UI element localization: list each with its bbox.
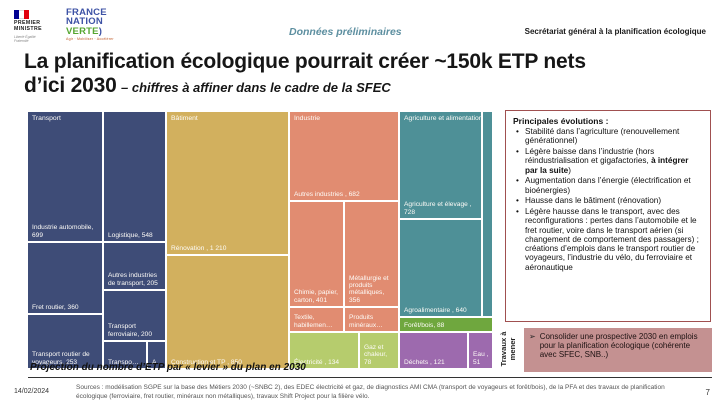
treemap-cell: Textile, habillemen… [290,308,343,331]
secretariat-label: Secrétariat général à la planification é… [524,27,706,36]
treemap-cell-label: Textile, habillemen… [294,314,333,329]
treemap-cell-label: Chimie, papier, carton, 401 [294,289,338,304]
treemap-cell: Autres industries de transport, 205 [104,243,165,289]
sources-note: Sources : modélisation SGPE sur la base … [76,384,665,401]
treemap-cell: Transport routier de voyageurs, 253 [28,315,102,368]
treemap-cell: Industrie Autres industries , 682 [290,112,398,200]
evolutions-panel-title: Principales évolutions : [513,116,609,126]
treemap-cell: Eau , 51 [469,333,492,368]
treemap-cell: Agriculture et alimentation Agriculture e… [400,112,483,218]
treemap-cell: Construction et TP , 850 [167,256,288,368]
evolution-bullet: Légère baisse dans l’industrie (hors réi… [513,147,703,175]
travaux-a-mener-box: ➢ Consolider une prospective 2030 en emp… [524,328,712,372]
treemap-cell-label: Gaz et chaleur, 78 [364,343,388,366]
title-line-2: d’ici 2030 [24,73,117,97]
treemap-sector-header: Agriculture et alimentation [404,115,483,122]
footer-divider [28,377,712,378]
gov-logo-title: PREMIER MINISTRE [14,20,42,32]
gouvernement-logo: PREMIER MINISTRE Liberté Égalité Fratern… [14,10,60,44]
treemap-cell-label: Industrie automobile, 699 [32,224,94,239]
treemap-cell-label: Forêt/bois, 88 [404,321,445,329]
treemap-cell-label: Produits minéraux… [349,314,383,329]
treemap-cell: Logistique, 548 [104,112,165,241]
treemap-cell-label: A… [152,358,163,366]
travaux-text: Consolider une prospective 2030 en emplo… [539,332,698,360]
treemap-cell: Produits minéraux… [345,308,398,331]
treemap-cell-label: Transport ferroviaire, 200 [108,323,152,338]
treemap-cell: Gaz et chaleur, 78 [360,333,398,368]
arrow-bullet-icon: ➢ [529,332,536,341]
treemap-cell-label: Métallurgie et produits métalliques, 356 [349,274,389,304]
page-title: La planification écologique pourrait cré… [24,50,704,97]
treemap-cell: Électricité , 134 [290,333,358,368]
treemap-cell-label: Eau , 51 [473,351,489,366]
treemap-cell-label: Électricité , 134 [294,358,340,366]
fnv-line-3: VERTE) [66,25,103,37]
treemap-cell-label: Agroalimentaire , 640 [404,306,467,314]
preliminary-data-note: Données préliminaires [289,26,402,38]
treemap-cell: Chimie, papier, carton, 401 [290,202,343,306]
treemap-sector-header: Industrie [294,115,321,122]
treemap-cell-label: Fret routier, 360 [32,303,79,311]
key-evolutions-panel: Principales évolutions : Stabilité dans … [505,110,711,322]
fnv-tagline: Agir · Mobiliser · Accélérer [66,36,114,41]
evolution-bullet: Stabilité dans l’agriculture (renouvelle… [513,127,703,146]
treemap-cell-label: Agriculture et élevage , 728 [404,201,472,216]
evolution-bullet: Légère hausse dans le transport, avec de… [513,207,703,272]
treemap-cell-label: Rénovation , 1 210 [171,244,227,252]
treemap-cell: Fret routier, 360 [28,243,102,313]
treemap-cell-label: Autres industries de transport, 205 [108,272,158,287]
treemap-cell: Métallurgie et produits métalliques, 356 [345,202,398,306]
france-nation-verte-logo: FRANCE NATION VERTE) Agir · Mobiliser · … [66,8,114,41]
treemap-cell: Déchets , 121 [400,333,467,368]
treemap-cell-label: Autres industries , 682 [294,190,360,198]
chart-caption: Projection du nombre d’ETP par « levier … [30,362,306,373]
treemap-cell: Bâtiment Rénovation , 1 210 [167,112,288,254]
fnv-line-1: FRANCE [66,7,107,18]
treemap-cell-label: Logistique, 548 [108,231,153,239]
title-line-1: La planification écologique pourrait cré… [24,50,586,73]
treemap-cell-label: Déchets , 121 [404,358,445,366]
treemap-cell-label: Transpo… [108,358,139,366]
treemap-sector-header: Bâtiment [171,115,198,122]
treemap-cell [483,112,492,316]
title-subtitle: – chiffres à affiner dans le cadre de la… [121,79,391,95]
evolutions-list: Stabilité dans l’agriculture (renouvelle… [513,127,703,272]
treemap-cell: Transpo… [104,342,146,368]
treemap-cell-label: Construction et TP , 850 [171,358,242,366]
evolution-bullet: Hausse dans le bâtiment (rénovation) [513,196,703,206]
treemap-sector-header: Transport [32,115,61,122]
evolution-bullet: Augmentation dans l’énergie (électrifica… [513,176,703,195]
french-flag-icon [14,10,29,19]
treemap-cell: Transport Industrie automobile, 699 [28,112,102,241]
gov-logo-motto: Liberté Égalité Fraternité [14,34,36,44]
page-number: 7 [705,388,710,397]
etp-treemap-chart: Transport Industrie automobile, 699 Fret r… [28,112,492,368]
slide-date: 14/02/2024 [14,388,50,395]
treemap-cell: Transport ferroviaire, 200 [104,291,165,340]
treemap-cell: Forêt/bois, 88 [400,318,492,331]
treemap-cell-label: Transport routier de voyageurs, 253 [32,351,90,366]
fnv-line-2: NATION [66,16,103,28]
treemap-cell: A… [148,342,165,368]
treemap-cell: Agroalimentaire , 640 [400,220,481,316]
